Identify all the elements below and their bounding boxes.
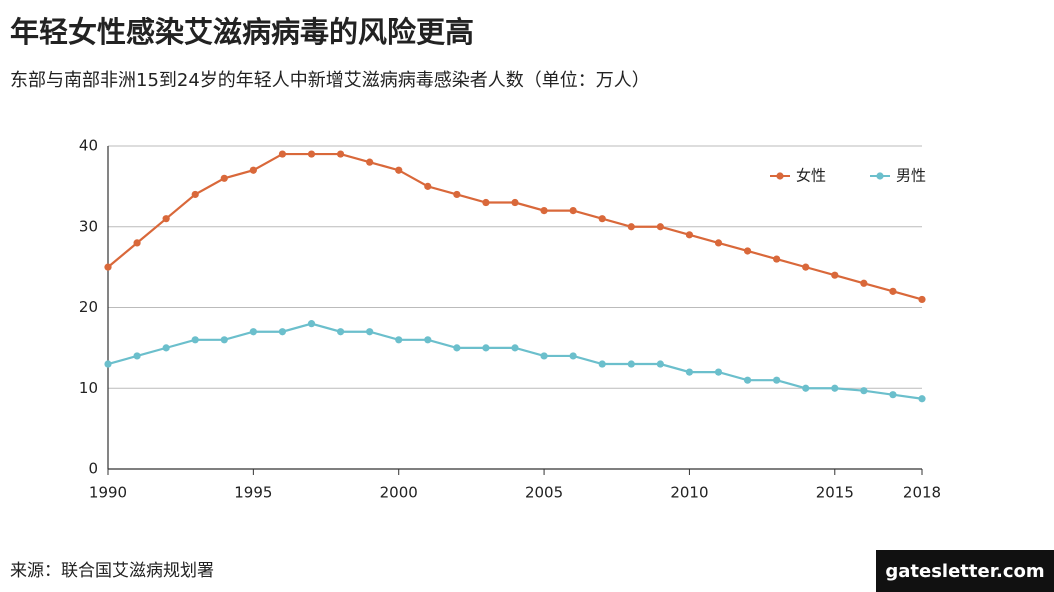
point — [453, 190, 461, 199]
point — [278, 150, 287, 158]
y-tick-label: 40 — [79, 137, 98, 155]
point — [598, 215, 606, 223]
x-tick-label: 2018 — [903, 484, 941, 502]
x-tick-label: 1990 — [89, 484, 127, 502]
point — [366, 328, 374, 336]
point — [453, 344, 461, 352]
point — [714, 368, 723, 376]
point — [395, 166, 403, 174]
x-tick-label: 1995 — [234, 484, 272, 502]
point — [714, 239, 723, 247]
point — [918, 395, 926, 403]
point — [918, 295, 926, 304]
point — [278, 328, 287, 336]
point — [598, 360, 606, 368]
point — [540, 207, 548, 215]
point — [104, 263, 112, 271]
point — [307, 320, 316, 328]
point — [802, 263, 810, 271]
brand-badge — [876, 550, 1054, 592]
point — [889, 391, 897, 399]
point — [569, 352, 577, 360]
chart-title: 年轻女性感染艾滋病病毒的风险更高 — [10, 15, 474, 49]
point — [685, 368, 694, 376]
point — [482, 198, 490, 207]
source: 来源：联合国艾滋病规划署 — [10, 561, 214, 581]
point — [395, 336, 403, 344]
point — [191, 190, 199, 199]
point — [424, 336, 432, 344]
point — [249, 166, 257, 174]
chart-subtitle: 东部与南部非洲15到24岁的年轻人中新增艾滋病病毒感染者人数（单位：万人） — [10, 70, 650, 91]
point — [743, 376, 752, 384]
point — [627, 360, 635, 368]
point — [569, 207, 577, 215]
point — [162, 344, 170, 352]
series-line — [107, 322, 923, 400]
y-tick-label: 30 — [79, 217, 98, 235]
legend-swatch — [876, 172, 884, 180]
point — [133, 352, 141, 360]
legend-label: 男性 — [896, 167, 926, 185]
point — [482, 344, 490, 352]
point — [104, 360, 112, 368]
y-tick-label: 0 — [88, 460, 98, 478]
x-tick-label: 2015 — [816, 484, 854, 502]
legend-swatch — [776, 172, 784, 180]
point — [860, 279, 868, 287]
point — [627, 223, 635, 231]
point — [424, 182, 432, 190]
point — [220, 336, 228, 344]
point — [366, 158, 374, 166]
point — [773, 376, 781, 384]
brand: gatesletter.com — [885, 561, 1044, 582]
point — [831, 271, 839, 279]
point — [511, 344, 519, 352]
point — [802, 384, 810, 392]
point — [191, 336, 199, 344]
y-tick-label: 20 — [79, 298, 98, 316]
point — [743, 247, 752, 255]
point — [307, 150, 316, 158]
point — [249, 328, 257, 336]
point — [336, 150, 345, 158]
point — [162, 215, 170, 223]
point — [773, 255, 781, 263]
point — [656, 360, 664, 368]
point — [860, 387, 868, 395]
point — [220, 174, 228, 182]
point — [831, 384, 839, 392]
legend-label: 女性 — [796, 167, 826, 185]
point — [889, 287, 897, 295]
y-tick-label: 10 — [79, 379, 98, 397]
point — [685, 231, 694, 239]
x-tick-label: 2010 — [670, 484, 708, 502]
x-tick-label: 2005 — [525, 484, 563, 502]
point — [133, 239, 141, 247]
x-tick-label: 2000 — [380, 484, 418, 502]
point — [656, 223, 664, 231]
point — [511, 198, 519, 207]
point — [336, 328, 345, 336]
point — [540, 352, 548, 360]
